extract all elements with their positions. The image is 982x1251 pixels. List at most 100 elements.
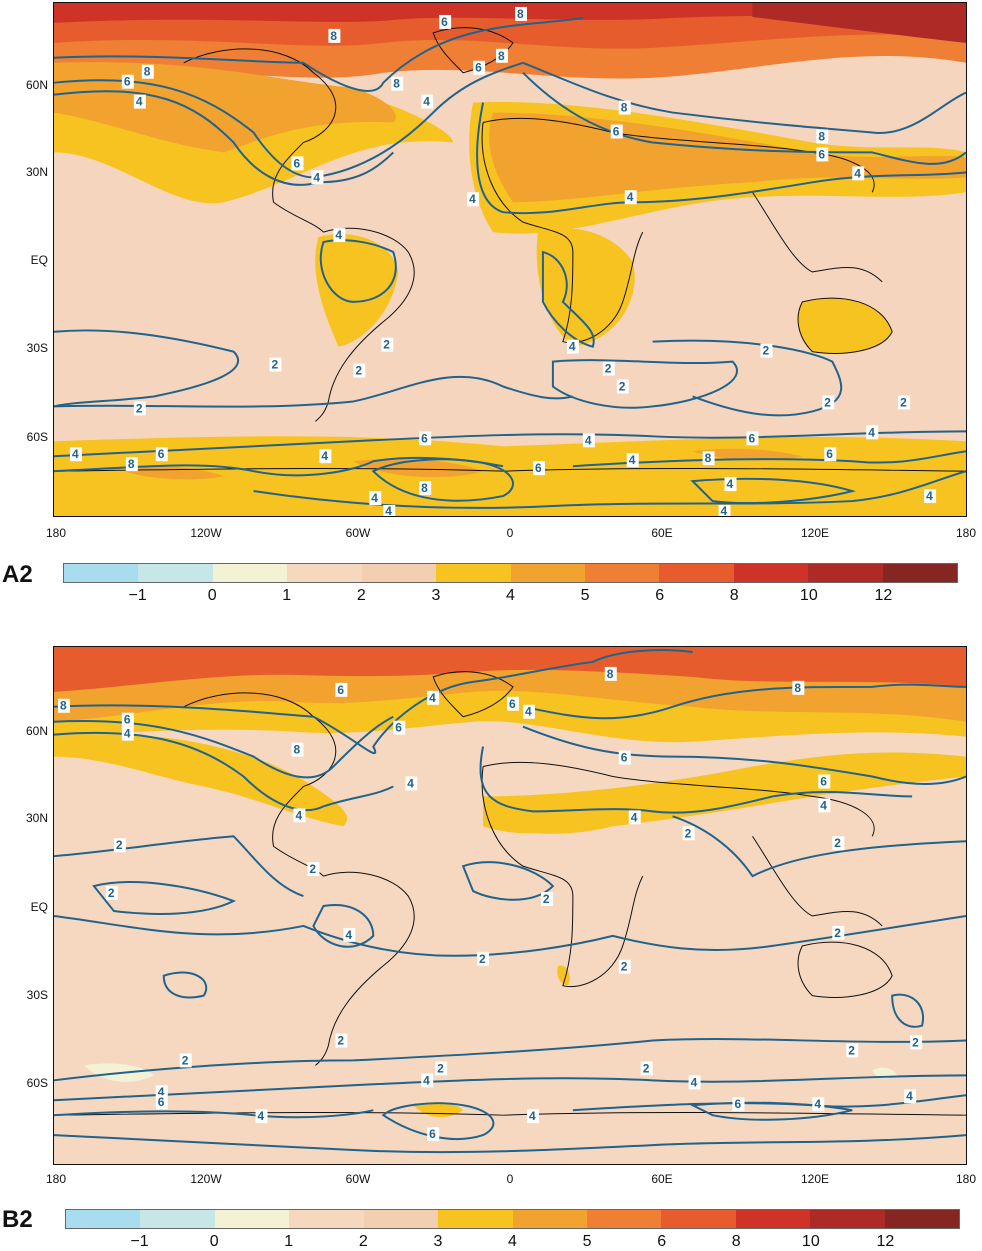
- lon-label-120e-b2: 120E: [800, 1172, 830, 1186]
- colorbar-swatch: [659, 564, 734, 582]
- contour-label: 6: [509, 697, 516, 711]
- colorbar-swatch: [661, 1210, 736, 1228]
- colorbar-swatch: [733, 564, 809, 582]
- lon-label-180w-b2: 180: [45, 1172, 67, 1186]
- contour-label: 4: [345, 928, 352, 942]
- contour-label: 4: [525, 705, 532, 719]
- contour-label: 4: [335, 228, 342, 242]
- colorbar-swatch: [66, 1210, 141, 1228]
- colorbar-swatch: [586, 1210, 662, 1228]
- colorbar-tick-label: 6: [657, 1233, 667, 1250]
- contour-label: 4: [854, 166, 861, 180]
- contour-label: 6: [158, 447, 165, 461]
- lat-label-60s-b2: 60S: [26, 1076, 48, 1090]
- colorbar-tick-label: 5: [580, 587, 590, 604]
- colorbar-tick-label: 2: [358, 1233, 368, 1250]
- contour-label: 6: [621, 751, 628, 765]
- colorbar-tick-label: 1: [282, 587, 292, 604]
- colorbar-tick-label: 4: [508, 1233, 517, 1250]
- contour-label: 4: [721, 504, 728, 516]
- contour-label: 4: [371, 491, 378, 505]
- contour-label: 8: [421, 481, 428, 495]
- lat-label-eq-b2: EQ: [30, 900, 48, 914]
- contour-label: 8: [128, 457, 135, 471]
- map-a2-svg: 8 6 8 8 6 8 6 4 8 4 8 6 8 6 4 6 4 4 4 4 …: [54, 3, 966, 516]
- colorbar-b2: [65, 1209, 960, 1229]
- contour-label: 2: [136, 401, 143, 415]
- colorbar-tick-label: 10: [799, 587, 818, 604]
- contour-label: 4: [407, 776, 414, 790]
- panel-label-a2: A2: [2, 561, 33, 588]
- colorbar-swatch: [214, 1210, 290, 1228]
- contour-label: 6: [475, 61, 482, 75]
- contour-label: 2: [337, 1033, 344, 1047]
- contour-label: 4: [385, 504, 392, 516]
- contour-label: 6: [337, 683, 344, 697]
- contour-label: 4: [906, 1089, 913, 1103]
- colorbar-swatch: [138, 564, 213, 582]
- contour-label: 4: [926, 489, 933, 503]
- contour-label: 2: [605, 362, 612, 376]
- contour-label: 4: [321, 449, 328, 463]
- colorbar-swatch: [735, 1210, 811, 1228]
- contour-label: 2: [543, 892, 550, 906]
- contour-label: 6: [820, 774, 827, 788]
- colorbar-swatch: [140, 1210, 215, 1228]
- lat-label-60n: 60N: [25, 78, 48, 92]
- lon-label-0: 0: [506, 526, 514, 540]
- colorbar-tick-label: 0: [207, 587, 217, 604]
- contour-label: 6: [293, 156, 300, 170]
- contour-label: 6: [535, 461, 542, 475]
- colorbar-tick-label: 3: [431, 587, 441, 604]
- colorbar-swatch: [361, 564, 437, 582]
- contour-label: 8: [607, 667, 614, 681]
- contour-label: 4: [423, 1073, 430, 1087]
- contour-label: 2: [355, 364, 362, 378]
- lon-label-120w: 120W: [190, 526, 222, 540]
- lon-label-180w: 180: [45, 526, 67, 540]
- colorbar-tick-label: −1: [128, 587, 147, 604]
- lon-label-60e: 60E: [651, 526, 673, 540]
- contour-label: 2: [834, 836, 841, 850]
- contour-label: 4: [158, 1085, 165, 1099]
- lat-label-30s: 30S: [26, 341, 48, 355]
- colorbar-swatch: [363, 1210, 439, 1228]
- colorbar-swatch: [436, 564, 511, 582]
- contour-label: 4: [72, 447, 79, 461]
- contour-label: 4: [423, 95, 430, 109]
- colorbar-tick-label: −1: [130, 1233, 149, 1250]
- lon-label-0-b2: 0: [506, 1172, 514, 1186]
- contour-label: 4: [631, 810, 638, 824]
- contour-label: 8: [794, 681, 801, 695]
- contour-label: 2: [900, 395, 907, 409]
- map-panel-a2: 8 6 8 8 6 8 6 4 8 4 8 6 8 6 4 6 4 4 4 4 …: [53, 2, 967, 517]
- contour-label: 4: [814, 1097, 821, 1111]
- contour-label: 6: [124, 713, 131, 727]
- colorbar-a2: [63, 563, 958, 583]
- coastlines-a2: [54, 27, 966, 472]
- colorbar-tick-label: 0: [209, 1233, 219, 1250]
- coastlines-b2: [54, 671, 966, 1116]
- colorbar-tick-label: 8: [729, 587, 739, 604]
- contour-label: 4: [627, 190, 634, 204]
- colorbar-swatch: [212, 564, 288, 582]
- lat-label-60n-b2: 60N: [25, 724, 48, 738]
- contour-label: 8: [144, 65, 151, 79]
- panel-label-b2: B2: [2, 1206, 33, 1233]
- lon-label-120e: 120E: [800, 526, 830, 540]
- lon-label-60w: 60W: [345, 526, 371, 540]
- contour-label: 4: [629, 453, 636, 467]
- contour-label: 2: [437, 1061, 444, 1075]
- contours-b2: [54, 649, 966, 1154]
- lat-label-eq: EQ: [30, 253, 48, 267]
- lat-label-30s-b2: 30S: [26, 988, 48, 1002]
- contour-label: 8: [293, 743, 300, 757]
- colorbar-swatch: [884, 1210, 960, 1228]
- colorbar-tick-label: 8: [731, 1233, 741, 1250]
- contour-label: 2: [848, 1043, 855, 1057]
- colorbar-tick-label: 10: [801, 1233, 820, 1250]
- contour-label: 4: [569, 340, 576, 354]
- lon-label-180e: 180: [955, 526, 977, 540]
- colorbar-tick-label: 2: [356, 587, 366, 604]
- colorbar-swatch: [287, 564, 362, 582]
